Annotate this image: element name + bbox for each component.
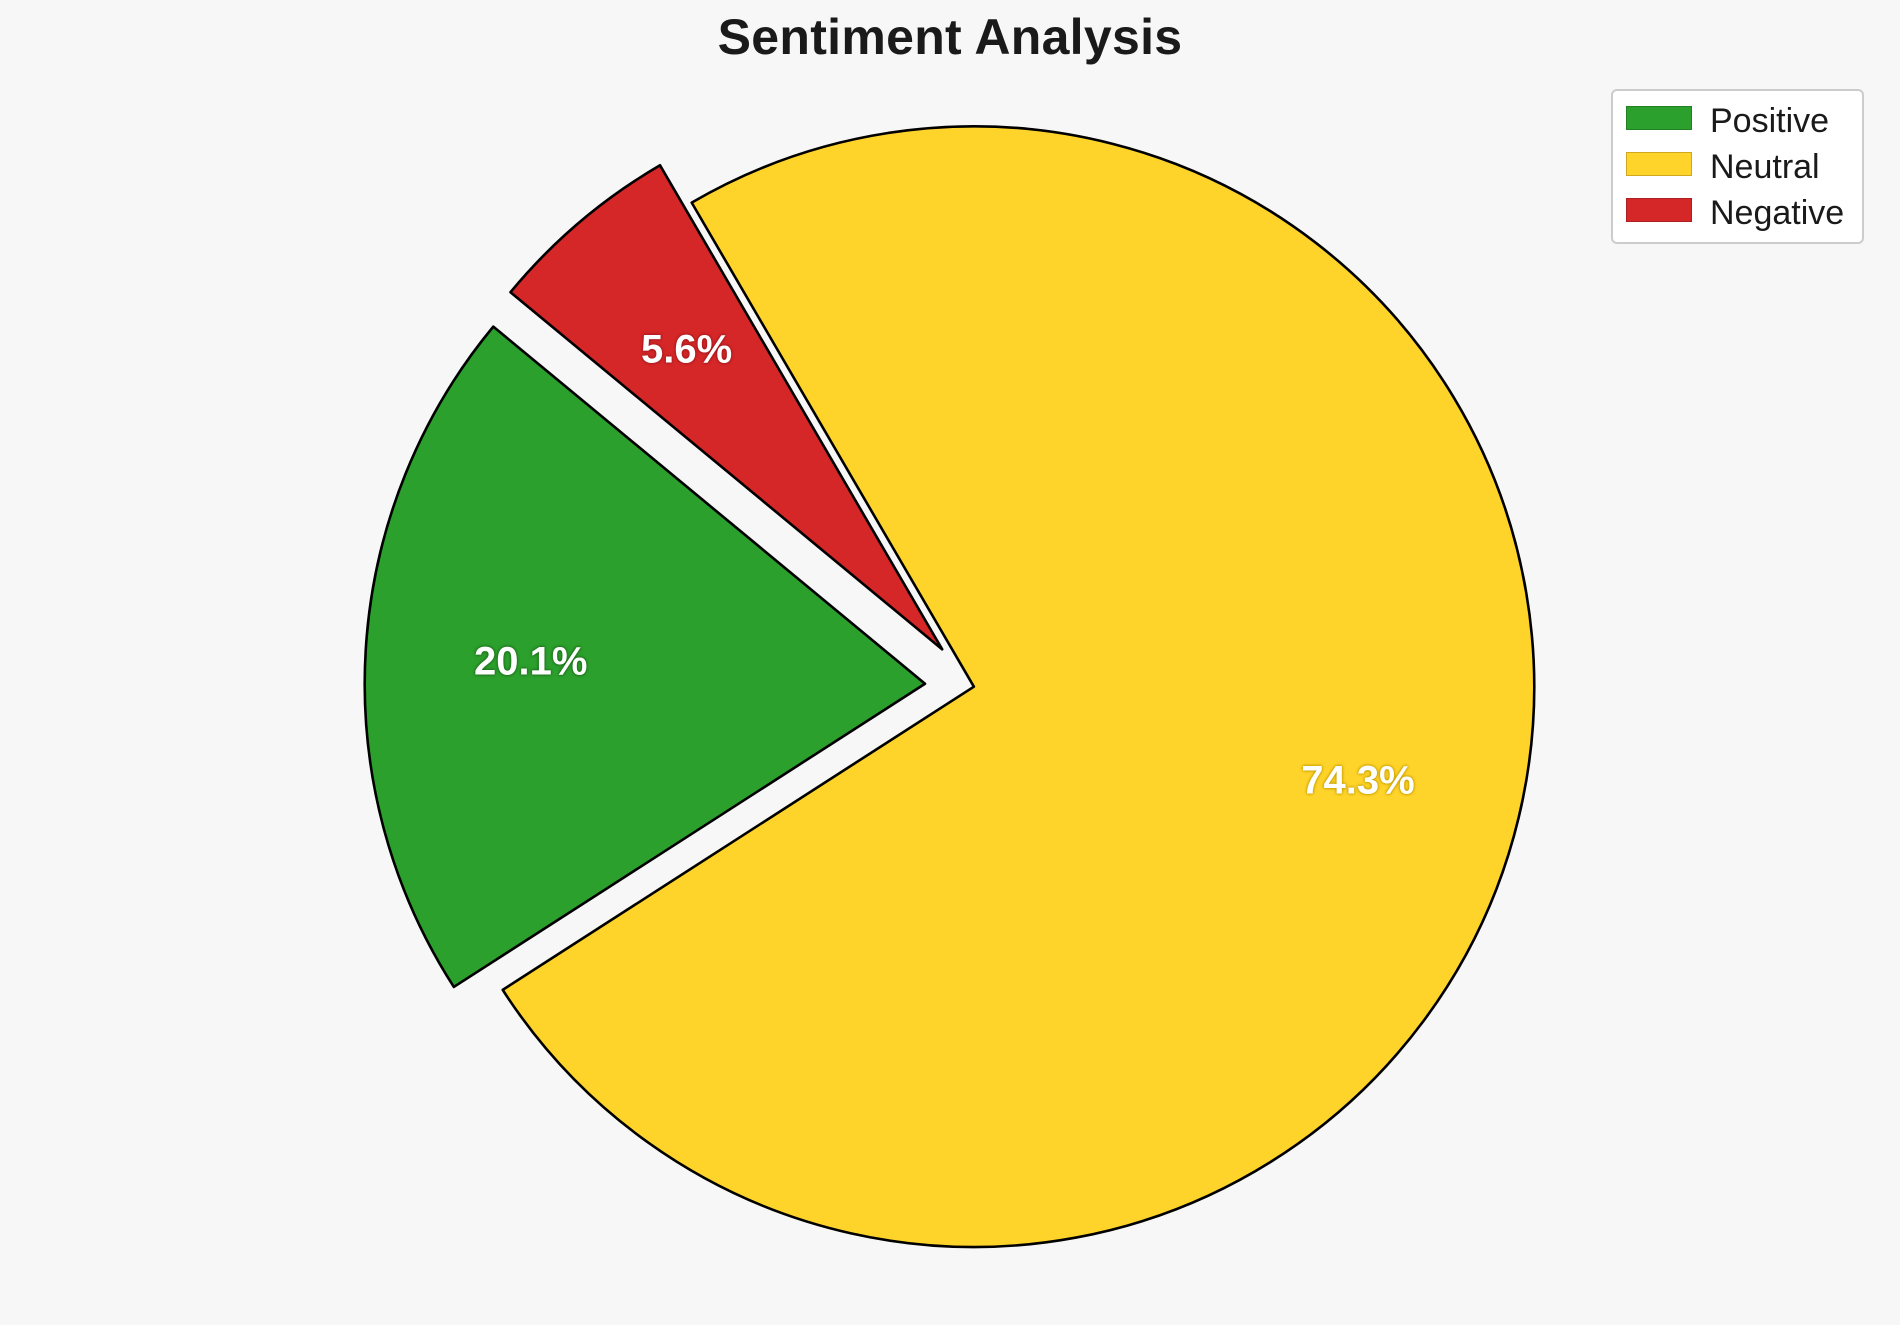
svg-text:20.1%: 20.1%: [474, 640, 587, 684]
svg-text:5.6%: 5.6%: [641, 328, 732, 372]
svg-text:74.3%: 74.3%: [1301, 758, 1414, 802]
